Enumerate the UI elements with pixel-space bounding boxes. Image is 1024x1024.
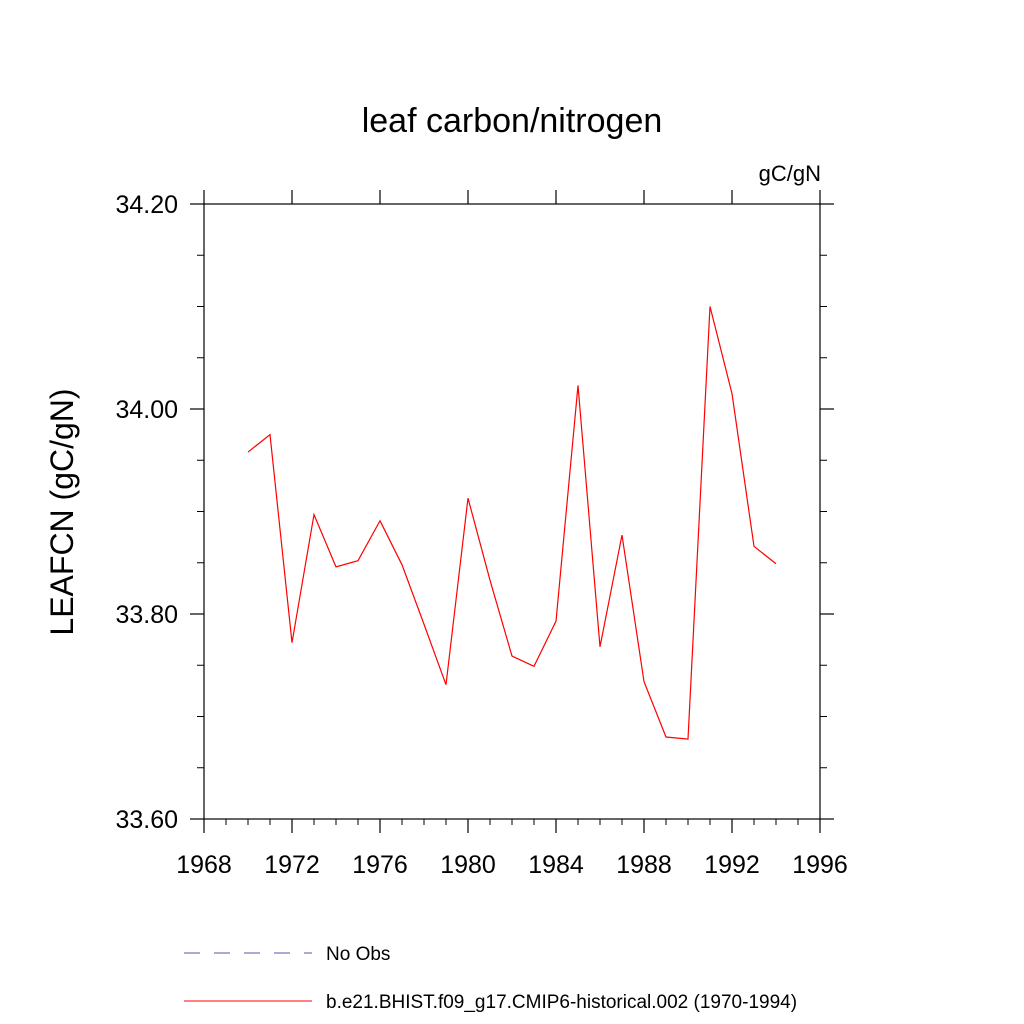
x-tick-label: 1984	[528, 851, 584, 879]
units-label: gC/gN	[759, 161, 821, 186]
y-tick-label: 33.60	[115, 806, 178, 834]
chart-title: leaf carbon/nitrogen	[362, 102, 663, 140]
legend: No Obs b.e21.BHIST.f09_g17.CMIP6-historic…	[184, 944, 797, 1013]
series-line	[247, 306, 777, 740]
y-axis-ticks: 33.60 33.80 34.00 34.20	[115, 191, 834, 834]
plot-frame	[203, 203, 821, 820]
y-tick-label: 33.80	[115, 601, 178, 629]
y-tick-label: 34.20	[115, 191, 178, 219]
x-tick-label: 1992	[704, 851, 760, 879]
x-tick-label: 1976	[352, 851, 408, 879]
series-layer	[247, 306, 777, 740]
y-tick-label: 34.00	[115, 396, 178, 424]
x-axis-ticks: 1968 1972 1976 1980 1984 1988 1992 1996	[176, 190, 848, 879]
x-tick-label: 1972	[264, 851, 320, 879]
y-axis-label: LEAFCN (gC/gN)	[44, 388, 80, 635]
legend-entry-label: b.e21.BHIST.f09_g17.CMIP6-historical.002…	[326, 992, 797, 1013]
legend-entry-label: No Obs	[326, 944, 390, 965]
x-tick-label: 1980	[440, 851, 496, 879]
x-tick-label: 1988	[616, 851, 672, 879]
x-tick-label: 1996	[792, 851, 848, 879]
x-tick-label: 1968	[176, 851, 232, 879]
